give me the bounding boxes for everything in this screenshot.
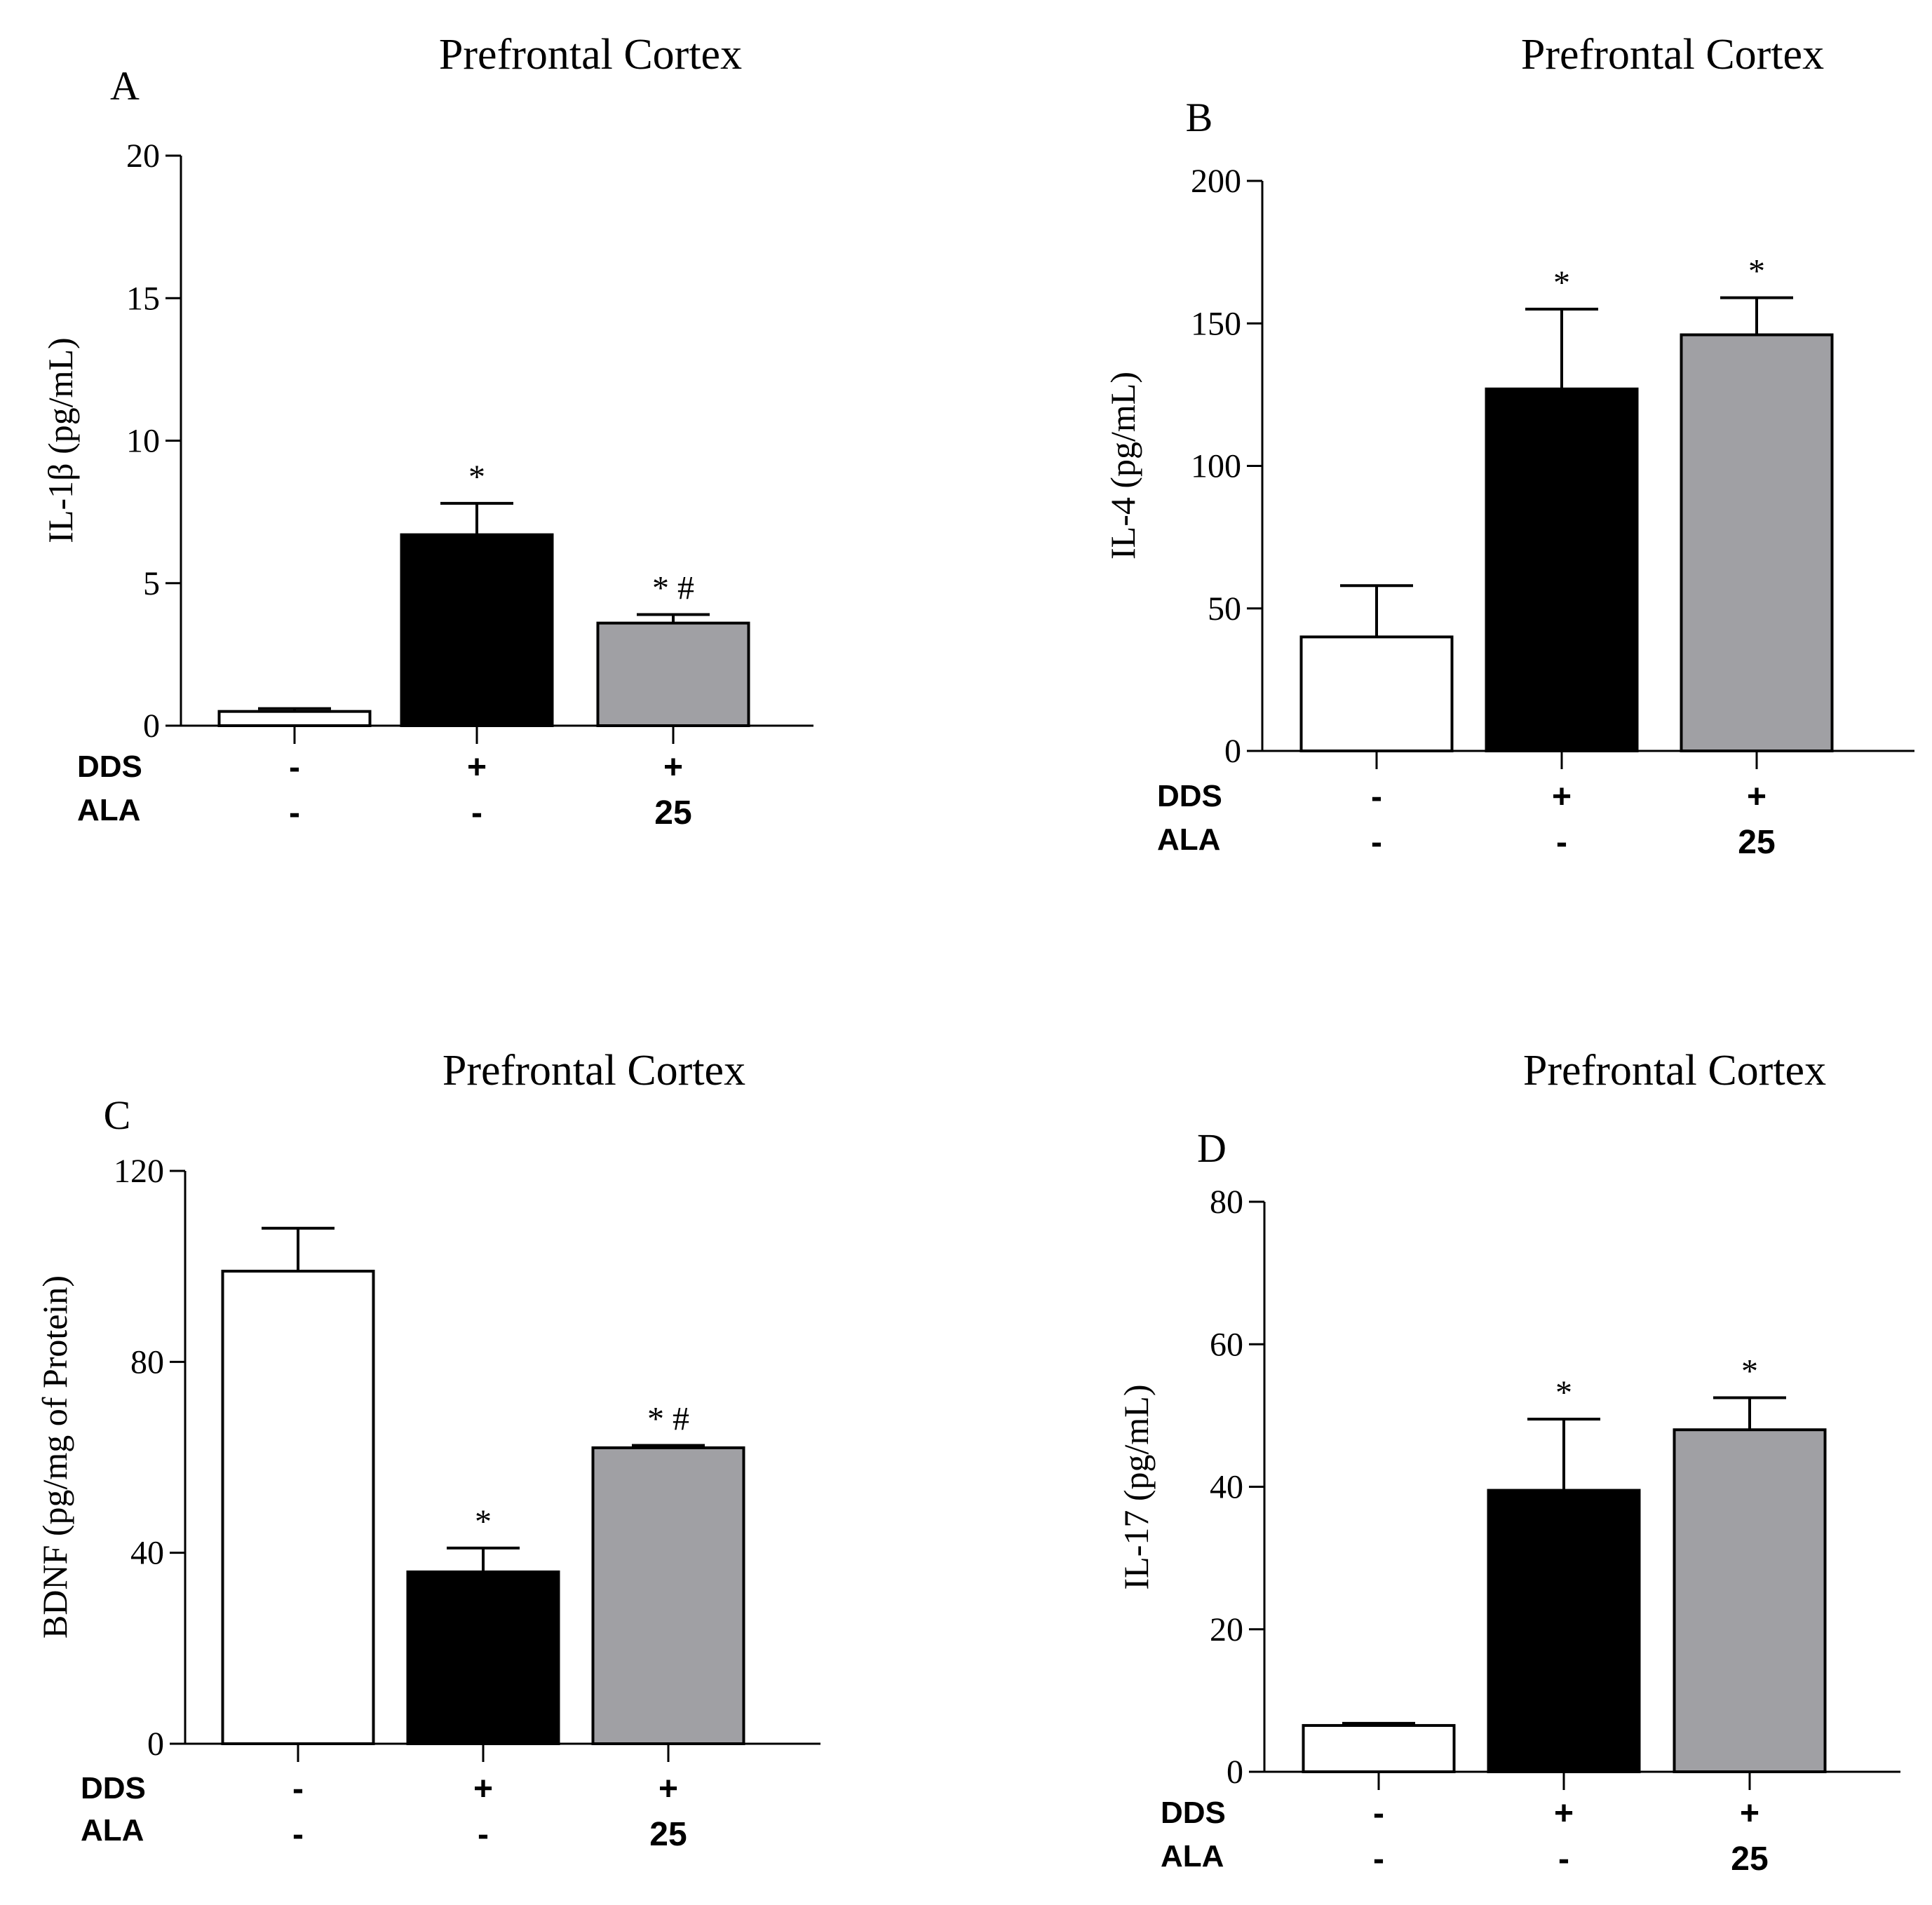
panel-title: Prefrontal Cortex xyxy=(443,1047,745,1094)
ala-condition-label: - xyxy=(292,1816,304,1853)
y-tick-label: 15 xyxy=(126,280,160,317)
significance-marker: * xyxy=(475,1503,492,1540)
significance-marker: * # xyxy=(647,1400,689,1437)
dds-condition-label: - xyxy=(289,749,300,786)
y-tick-label: 20 xyxy=(1210,1611,1243,1648)
y-tick-label: 60 xyxy=(1210,1326,1243,1363)
dds-condition-label: - xyxy=(292,1770,304,1808)
y-tick-label: 0 xyxy=(1224,733,1241,770)
y-tick-label: 80 xyxy=(130,1343,164,1381)
panel-a: Prefrontal Cortex A IL-1β (pg/mL) 0 5 10 15 20 -… xyxy=(41,31,813,832)
dds-condition-label: + xyxy=(1747,778,1767,815)
bar xyxy=(217,710,372,727)
panel-letter: C xyxy=(104,1092,131,1138)
bar xyxy=(221,1269,375,1745)
y-tick-label: 100 xyxy=(1191,448,1241,485)
y-tick-label: 0 xyxy=(143,707,160,745)
panel-title: Prefrontal Cortex xyxy=(1523,1047,1826,1094)
ala-condition-label: - xyxy=(289,794,300,832)
y-tick-label: 150 xyxy=(1191,305,1241,342)
bar xyxy=(1680,333,1834,752)
bar xyxy=(591,1446,745,1745)
dds-condition-label: + xyxy=(473,1770,493,1808)
ala-condition-label: - xyxy=(478,1816,489,1853)
y-tick-label: 200 xyxy=(1191,163,1241,200)
dds-row-label: DDS xyxy=(77,750,142,784)
ala-condition-label: 25 xyxy=(1731,1840,1768,1878)
y-tick-label: 40 xyxy=(1210,1469,1243,1506)
significance-marker: * xyxy=(468,459,485,496)
panel-d: Prefrontal Cortex D IL-17 (pg/mL) 0 20 40 60 80… xyxy=(1116,1047,1900,1878)
panel-c: Prefrontal Cortex C BDNF (pg/mg of Protein… xyxy=(35,1047,820,1853)
bar xyxy=(1487,1489,1641,1774)
y-tick-label: 5 xyxy=(143,565,160,602)
ala-row-label: ALA xyxy=(77,793,140,827)
y-tick-label: 50 xyxy=(1208,590,1241,628)
y-tick-label: 80 xyxy=(1210,1184,1243,1221)
significance-marker: * # xyxy=(652,569,694,606)
ala-condition-label: - xyxy=(1373,1840,1384,1878)
bar xyxy=(596,621,750,727)
dds-condition-label: - xyxy=(1371,778,1382,815)
y-tick-label: 0 xyxy=(1227,1754,1243,1791)
y-tick-label: 20 xyxy=(126,137,160,175)
y-axis-label: IL-17 (pg/mL) xyxy=(1116,1385,1156,1590)
y-tick-label: 40 xyxy=(130,1535,164,1572)
panel-title: Prefrontal Cortex xyxy=(439,31,742,79)
y-tick-label: 0 xyxy=(147,1726,164,1763)
panel-letter: D xyxy=(1197,1125,1227,1171)
bar xyxy=(400,533,554,728)
ala-row-label: ALA xyxy=(81,1813,144,1848)
significance-marker: * xyxy=(1748,253,1765,290)
panel-letter: B xyxy=(1186,95,1213,140)
bar xyxy=(1302,1723,1456,1774)
bar xyxy=(1485,387,1639,752)
dds-row-label: DDS xyxy=(1157,779,1222,813)
dds-condition-label: + xyxy=(467,749,487,786)
y-axis-label: BDNF (pg/mg of Protein) xyxy=(35,1275,74,1639)
panel-b: Prefrontal Cortex B IL-4 (pg/mL) 0 50 100 150 2… xyxy=(1103,31,1914,861)
bar xyxy=(1299,635,1454,753)
dds-condition-label: - xyxy=(1373,1795,1384,1832)
dds-condition-label: + xyxy=(663,749,683,786)
significance-marker: * xyxy=(1553,264,1570,301)
y-axis-label: IL-1β (pg/mL) xyxy=(41,337,80,543)
dds-condition-label: + xyxy=(1740,1795,1759,1832)
bar xyxy=(1673,1428,1827,1773)
panel-title: Prefrontal Cortex xyxy=(1521,31,1824,79)
significance-marker: * xyxy=(1741,1353,1758,1390)
ala-row-label: ALA xyxy=(1157,822,1220,857)
y-axis-label: IL-4 (pg/mL) xyxy=(1103,372,1142,560)
dds-row-label: DDS xyxy=(81,1771,146,1805)
ala-condition-label: 25 xyxy=(1738,824,1775,861)
ala-condition-label: 25 xyxy=(649,1816,687,1853)
ala-condition-label: - xyxy=(1558,1840,1569,1878)
dds-condition-label: + xyxy=(1552,778,1572,815)
y-tick-label: 10 xyxy=(126,423,160,460)
bar xyxy=(406,1570,560,1745)
ala-condition-label: - xyxy=(1556,824,1567,861)
dds-row-label: DDS xyxy=(1161,1796,1226,1830)
dds-condition-label: + xyxy=(658,1770,678,1808)
ala-condition-label: - xyxy=(1371,824,1382,861)
significance-marker: * xyxy=(1555,1374,1572,1411)
ala-condition-label: 25 xyxy=(654,794,691,832)
panel-letter: A xyxy=(110,63,140,109)
ala-row-label: ALA xyxy=(1161,1839,1224,1873)
y-tick-label: 120 xyxy=(114,1153,164,1190)
dds-condition-label: + xyxy=(1554,1795,1574,1832)
ala-condition-label: - xyxy=(471,794,482,832)
